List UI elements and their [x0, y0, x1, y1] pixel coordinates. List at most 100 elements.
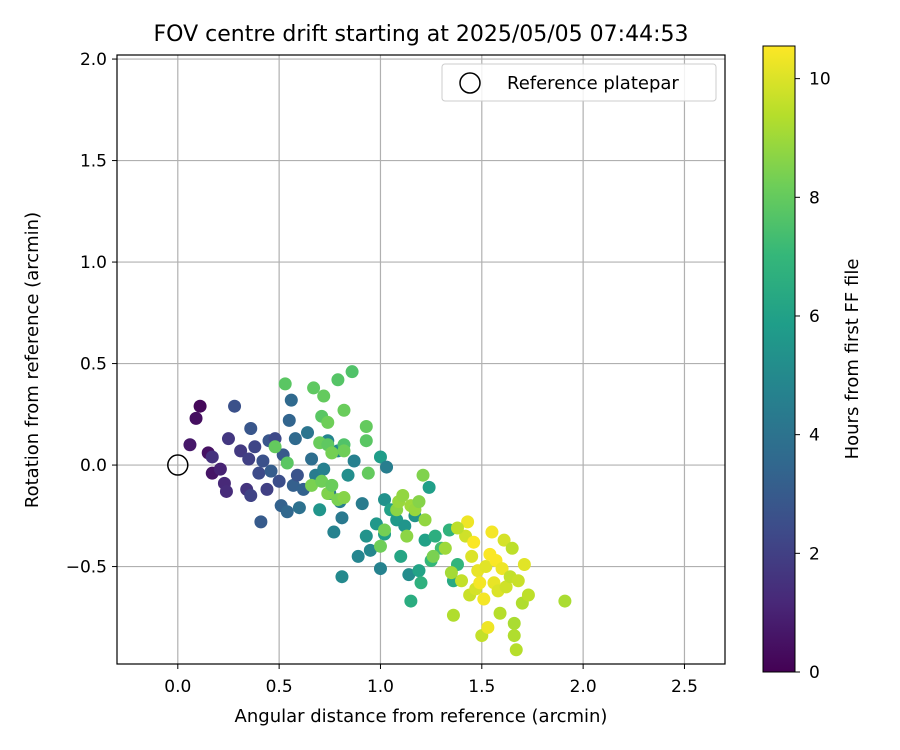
data-point: [402, 568, 416, 582]
plot-frame: [116, 54, 726, 665]
colorbar-ticks: 0 2 4 6 8 10: [795, 70, 831, 683]
data-point: [373, 562, 387, 576]
data-point: [337, 444, 351, 458]
data-point: [219, 484, 233, 498]
data-point: [493, 606, 507, 620]
colorbar-tick-label: 0: [809, 663, 820, 683]
data-point: [404, 594, 418, 608]
colorbar-tick-label: 4: [809, 426, 820, 446]
data-point: [363, 543, 377, 557]
x-tick-label: 2.0: [570, 677, 597, 697]
data-point: [473, 576, 487, 590]
data-point: [256, 454, 270, 468]
data-point: [461, 515, 475, 529]
data-point: [292, 501, 306, 515]
data-point: [380, 460, 394, 474]
data-point: [193, 399, 207, 413]
x-tick-label: 1.5: [468, 677, 495, 697]
chart-title: FOV centre drift starting at 2025/05/05 …: [154, 22, 689, 47]
legend-entry-reference-platepar: Reference platepar: [507, 73, 679, 94]
data-point: [479, 560, 493, 574]
data-point: [221, 432, 235, 446]
data-point: [355, 497, 369, 511]
data-point: [278, 377, 292, 391]
x-axis-ticks: 0.0 0.5 1.0 1.5 2.0 2.5: [164, 664, 698, 697]
data-point: [361, 466, 375, 480]
data-point: [359, 434, 373, 448]
data-point: [444, 566, 458, 580]
data-point: [398, 519, 412, 533]
data-point: [465, 549, 479, 563]
data-point: [280, 505, 294, 519]
data-point: [477, 592, 491, 606]
data-point: [396, 489, 410, 503]
y-tick-label: 0.0: [80, 456, 107, 476]
data-point: [485, 525, 499, 539]
data-point: [242, 452, 256, 466]
legend-box: [441, 63, 717, 102]
y-axis-label: Rotation from reference (arcmin): [22, 212, 43, 508]
data-point: [248, 440, 262, 454]
data-point: [511, 574, 525, 588]
data-point: [305, 478, 319, 492]
x-axis-label: Angular distance from reference (arcmin): [235, 706, 608, 727]
legend: Reference platepar: [441, 63, 717, 102]
data-point: [412, 564, 426, 578]
data-point: [272, 474, 286, 488]
data-point: [244, 422, 258, 436]
data-point: [426, 549, 440, 563]
data-point: [378, 523, 392, 537]
reference-point-group: [167, 454, 189, 476]
data-points: [183, 365, 572, 657]
data-point: [418, 533, 432, 547]
colorbar-gradient: [762, 45, 796, 673]
data-point: [244, 489, 258, 503]
data-point: [373, 539, 387, 553]
data-point: [394, 549, 408, 563]
data-point: [517, 558, 531, 572]
data-point: [341, 468, 355, 482]
data-point: [205, 450, 219, 464]
data-point: [481, 620, 495, 634]
data-point: [509, 643, 523, 657]
data-point: [282, 413, 296, 427]
data-point: [317, 462, 331, 476]
reference-point-marker: [167, 454, 189, 476]
y-tick-label: 0.5: [80, 355, 107, 375]
y-tick-label: 1.0: [80, 253, 107, 273]
data-point: [416, 468, 430, 482]
y-axis-ticks: −0.5 0.0 0.5 1.0 1.5 2.0: [66, 50, 117, 578]
data-point: [288, 432, 302, 446]
colorbar-tick-label: 6: [809, 307, 820, 327]
data-point: [325, 446, 339, 460]
data-point: [252, 466, 266, 480]
grid: [117, 55, 725, 664]
x-tick-label: 0.5: [266, 677, 293, 697]
colorbar-label: Hours from first FF file: [842, 259, 863, 460]
data-point: [325, 478, 339, 492]
data-point: [280, 456, 294, 470]
data-point: [521, 588, 535, 602]
data-point: [183, 438, 197, 452]
data-point: [467, 535, 481, 549]
data-point: [260, 482, 274, 496]
data-point: [438, 541, 452, 555]
data-point: [254, 515, 268, 529]
data-point: [422, 480, 436, 494]
data-point: [301, 426, 315, 440]
data-point: [331, 373, 345, 387]
data-point: [450, 521, 464, 535]
data-point: [497, 533, 511, 547]
colorbar-tick-label: 2: [809, 544, 820, 564]
data-point: [307, 381, 321, 395]
data-point: [495, 562, 509, 576]
data-point: [507, 629, 521, 643]
data-point: [345, 365, 359, 379]
data-point: [378, 493, 392, 507]
data-point: [264, 464, 278, 478]
data-point: [337, 403, 351, 417]
data-point: [317, 389, 331, 403]
data-point: [337, 491, 351, 505]
data-point: [234, 444, 248, 458]
colorbar: 0 2 4 6 8 10 Hours from first FF file: [762, 45, 863, 683]
